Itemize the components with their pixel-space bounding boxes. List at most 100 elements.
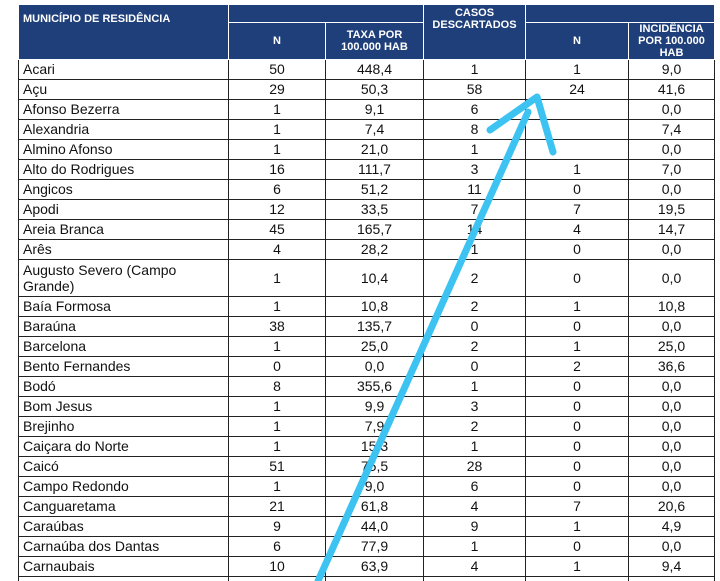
cell-municipio: Almino Afonso: [18, 139, 229, 160]
header-group-confirmed: [228, 4, 424, 23]
table-row: Bodó 8 355,6 1 0 0,0: [18, 376, 715, 397]
cell-incidencia: 9,4: [628, 556, 715, 577]
cell-n: 4: [228, 239, 326, 260]
cases-table: MUNICÍPIO DE RESIDÊNCIA CASOS DESCARTADO…: [18, 4, 715, 581]
cell-casos-descartados: 2: [423, 259, 526, 297]
cell-incidencia: 0,0: [628, 316, 715, 337]
table-row: Alto do Rodrigues 16 111,7 3 1 7,0: [18, 159, 715, 180]
cell-incidencia: 4,9: [628, 516, 715, 537]
table-row: Angicos 6 51,2 11 0 0,0: [18, 179, 715, 200]
cell-incidencia: 0,0: [628, 376, 715, 397]
cell-incidencia: 0,0: [628, 239, 715, 260]
cell-n: 10: [228, 556, 326, 577]
cell-municipio: Arês: [18, 239, 229, 260]
table-row: Canguaretama 21 61,8 4 7 20,6: [18, 496, 715, 517]
cell-casos-descartados: 2: [423, 416, 526, 437]
cell-taxa: 21,0: [325, 139, 424, 160]
cell-incidencia: 20,6: [628, 496, 715, 517]
cell-n: 30: [228, 576, 326, 581]
cell-n-2: 0: [525, 456, 629, 477]
cell-n: 1: [228, 396, 326, 417]
cell-municipio: Ceará-Mirim: [18, 576, 229, 581]
cell-n: 21: [228, 496, 326, 517]
cell-n-2: 24: [525, 79, 629, 100]
cell-taxa: 15,3: [325, 436, 424, 457]
table-row: Açu 29 50,3 58 24 41,6: [18, 79, 715, 100]
cell-incidencia: 7,0: [628, 159, 715, 180]
cell-incidencia: 41,6: [628, 79, 715, 100]
cell-n-2: 0: [525, 416, 629, 437]
cell-n-2: 7: [525, 199, 629, 220]
cell-casos-descartados: 1: [423, 239, 526, 260]
cell-municipio: Areia Branca: [18, 219, 229, 240]
cell-casos-descartados: 1: [423, 59, 526, 80]
table-row: Ceará-Mirim3053,427810,0: [18, 576, 715, 581]
header-municipio: MUNICÍPIO DE RESIDÊNCIA: [18, 4, 229, 60]
cell-n-2: 0: [525, 259, 629, 297]
cell-casos-descartados: 6: [423, 99, 526, 120]
cell-municipio: Bento Fernandes: [18, 356, 229, 377]
cell-casos-descartados: 1: [423, 436, 526, 457]
cell-n: 50: [228, 59, 326, 80]
cell-casos-descartados: 28: [423, 456, 526, 477]
cell-n: 38: [228, 316, 326, 337]
cell-taxa: 44,0: [325, 516, 424, 537]
cell-n: 6: [228, 179, 326, 200]
cell-casos-descartados: 7: [423, 199, 526, 220]
cell-municipio: Apodi: [18, 199, 229, 220]
cell-municipio: Afonso Bezerra: [18, 99, 229, 120]
cell-casos-descartados: 3: [423, 396, 526, 417]
table-row: Alexandria 1 7,4 8 7,4: [18, 119, 715, 140]
cell-taxa: 7,9: [325, 416, 424, 437]
table-row: Baraúna 38 135,7 0 0 0,0: [18, 316, 715, 337]
cell-incidencia: 0,0: [628, 179, 715, 200]
cell-n-2: [525, 99, 629, 120]
cell-incidencia: 25,0: [628, 336, 715, 357]
cell-incidencia: 0,0: [628, 536, 715, 557]
cell-taxa: 10,8: [325, 296, 424, 317]
table-row: Arês 4 28,2 1 0 0,0: [18, 239, 715, 260]
cell-n-2: 4: [525, 219, 629, 240]
cell-municipio: Brejinho: [18, 416, 229, 437]
cell-taxa: 61,8: [325, 496, 424, 517]
cell-n-2: 0: [525, 179, 629, 200]
table-row: Caicó 51 75,5 28 0 0,0: [18, 456, 715, 477]
cell-taxa: 9,9: [325, 396, 424, 417]
header-incidencia: INCIDÊNCIA POR 100.000 HAB: [628, 22, 715, 60]
header-n-1: N: [228, 22, 326, 60]
cell-municipio: Carnaúba dos Dantas: [18, 536, 229, 557]
table-row: Carnaubais 10 63,9 4 1 9,4: [18, 556, 715, 577]
table-row: Caiçara do Norte 1 15,3 1 0 0,0: [18, 436, 715, 457]
cell-municipio: Baraúna: [18, 316, 229, 337]
cell-casos-descartados: 11: [423, 179, 526, 200]
table-row: Campo Redondo 1 9,0 6 0 0,0: [18, 476, 715, 497]
cell-municipio: Canguaretama: [18, 496, 229, 517]
cell-incidencia: 9,0: [628, 59, 715, 80]
cell-incidencia: 0,0: [628, 456, 715, 477]
cell-n: 12: [228, 199, 326, 220]
cell-incidencia: 0,0: [628, 476, 715, 497]
cell-taxa: 63,9: [325, 556, 424, 577]
cell-n-2: 0: [525, 536, 629, 557]
table-row: Areia Branca 45 165,7 14 4 14,7: [18, 219, 715, 240]
cell-taxa: 33,5: [325, 199, 424, 220]
cell-casos-descartados: 6: [423, 476, 526, 497]
cell-n: 16: [228, 159, 326, 180]
cell-taxa: 25,0: [325, 336, 424, 357]
cell-casos-descartados: 58: [423, 79, 526, 100]
cell-casos-descartados: 9: [423, 516, 526, 537]
cell-taxa: 10,4: [325, 259, 424, 297]
cell-n-2: 8: [525, 576, 629, 581]
cell-taxa: 165,7: [325, 219, 424, 240]
cell-casos-descartados: 1: [423, 376, 526, 397]
table-row: Almino Afonso 1 21,0 1 0,0: [18, 139, 715, 160]
cell-municipio: Campo Redondo: [18, 476, 229, 497]
cell-casos-descartados: 0: [423, 356, 526, 377]
cell-n: 1: [228, 296, 326, 317]
cell-municipio: Caiçara do Norte: [18, 436, 229, 457]
table-row: Carnaúba dos Dantas 6 77,9 1 0 0,0: [18, 536, 715, 557]
cell-casos-descartados: 2: [423, 336, 526, 357]
cell-taxa: 75,5: [325, 456, 424, 477]
table-row: Bento Fernandes 0 0,0 0 2 36,6: [18, 356, 715, 377]
